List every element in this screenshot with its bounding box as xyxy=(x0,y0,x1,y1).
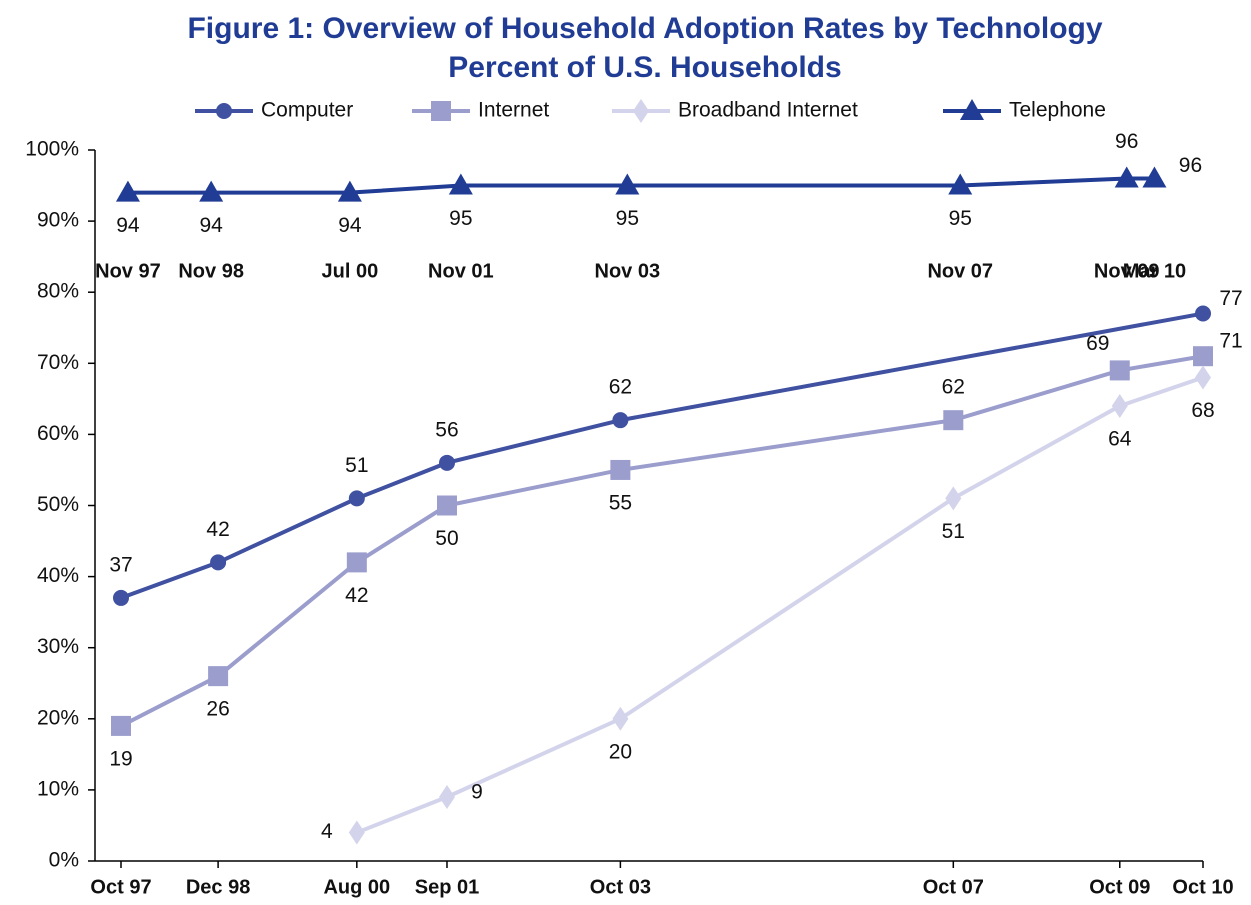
point xyxy=(948,173,973,195)
point xyxy=(210,554,227,571)
legend-label: Computer xyxy=(261,99,353,122)
x2-tick-label: Nov 07 xyxy=(927,260,993,282)
point xyxy=(610,459,631,480)
data-label: 26 xyxy=(206,698,229,721)
point xyxy=(1195,305,1211,322)
point xyxy=(113,589,129,606)
point xyxy=(337,180,362,202)
data-label: 95 xyxy=(616,207,639,230)
point xyxy=(348,490,365,507)
point xyxy=(1142,166,1167,188)
data-label: 55 xyxy=(609,491,632,514)
data-label: 56 xyxy=(435,418,458,441)
data-label: 68 xyxy=(1191,399,1214,422)
data-label: 9 xyxy=(471,781,483,804)
x2-tick-label: Nov 01 xyxy=(428,260,494,282)
point xyxy=(216,103,232,119)
series-line xyxy=(120,311,1204,600)
data-label: 96 xyxy=(1179,154,1202,177)
data-label: 62 xyxy=(942,376,965,399)
point xyxy=(348,820,365,845)
chart-title: Figure 1: Overview of Household Adoption… xyxy=(187,12,1102,45)
data-label: 77 xyxy=(1219,287,1242,310)
x-tick-label: Oct 07 xyxy=(923,876,984,898)
y-tick-label: 0% xyxy=(49,849,79,872)
x-tick-label: Oct 03 xyxy=(590,876,651,898)
x2-tick-label: Nov 98 xyxy=(178,260,244,282)
y-tick-label: 30% xyxy=(37,635,79,658)
point xyxy=(115,180,140,202)
point xyxy=(1114,166,1139,188)
y-tick-label: 20% xyxy=(37,706,79,729)
series-line xyxy=(356,375,1204,835)
point xyxy=(1195,365,1211,390)
data-label: 20 xyxy=(609,740,632,763)
point xyxy=(208,666,229,687)
x-tick-label: Oct 09 xyxy=(1089,876,1150,898)
point xyxy=(346,552,367,573)
point xyxy=(1193,346,1213,367)
data-label: 95 xyxy=(449,207,472,230)
data-label: 37 xyxy=(109,553,132,576)
data-label: 94 xyxy=(199,214,223,237)
y-tick-label: 40% xyxy=(37,564,79,587)
data-label: 51 xyxy=(942,520,965,543)
point xyxy=(448,173,473,195)
x2-tick-label: Mar 10 xyxy=(1123,260,1186,282)
point xyxy=(199,180,224,202)
series-line xyxy=(120,354,1204,728)
y-tick-label: 70% xyxy=(37,351,79,374)
y-tick-label: 60% xyxy=(37,422,79,445)
legend-label: Telephone xyxy=(1009,99,1106,122)
point xyxy=(960,99,984,120)
point xyxy=(615,173,640,195)
data-label: 19 xyxy=(109,747,132,770)
data-label: 64 xyxy=(1108,428,1132,451)
data-label: 69 xyxy=(1086,332,1109,355)
point xyxy=(1109,360,1130,381)
chart-subtitle: Percent of U.S. Households xyxy=(448,51,841,84)
data-label: 42 xyxy=(345,584,368,607)
y-tick-label: 90% xyxy=(37,209,79,232)
y-tick-label: 50% xyxy=(37,493,79,516)
y-tick-label: 10% xyxy=(37,777,79,800)
point xyxy=(943,410,964,431)
point xyxy=(438,454,455,471)
series-line xyxy=(127,176,1155,195)
point xyxy=(436,495,457,516)
data-label: 62 xyxy=(609,376,632,399)
x-tick-label: Oct 10 xyxy=(1172,876,1233,898)
data-label: 95 xyxy=(949,207,972,230)
data-label: 50 xyxy=(435,527,458,550)
x2-tick-label: Jul 00 xyxy=(322,260,379,282)
x-tick-label: Aug 00 xyxy=(323,876,390,898)
point xyxy=(612,412,629,429)
data-label: 4 xyxy=(321,820,333,843)
x-tick-label: Sep 01 xyxy=(415,876,479,898)
point xyxy=(945,486,962,511)
data-label: 94 xyxy=(116,214,140,237)
x2-tick-label: Nov 09 xyxy=(1094,260,1160,282)
x2-tick-label: Nov 03 xyxy=(595,260,661,282)
y-tick-label: 80% xyxy=(37,280,79,303)
x2-tick-label: Nov 97 xyxy=(95,260,161,282)
point xyxy=(633,99,649,123)
data-label: 51 xyxy=(345,454,368,477)
point xyxy=(1111,393,1128,418)
x-tick-label: Dec 98 xyxy=(186,876,251,898)
data-label: 42 xyxy=(206,518,229,541)
point xyxy=(111,715,131,736)
y-tick-label: 100% xyxy=(25,138,79,161)
point xyxy=(612,706,629,731)
legend-label: Internet xyxy=(478,99,549,122)
point xyxy=(438,785,455,810)
x-tick-label: Oct 97 xyxy=(90,876,151,898)
data-label: 96 xyxy=(1115,130,1138,153)
data-label: 71 xyxy=(1219,330,1242,353)
legend-label: Broadband Internet xyxy=(678,99,858,122)
point xyxy=(431,101,451,121)
data-label: 94 xyxy=(338,214,362,237)
